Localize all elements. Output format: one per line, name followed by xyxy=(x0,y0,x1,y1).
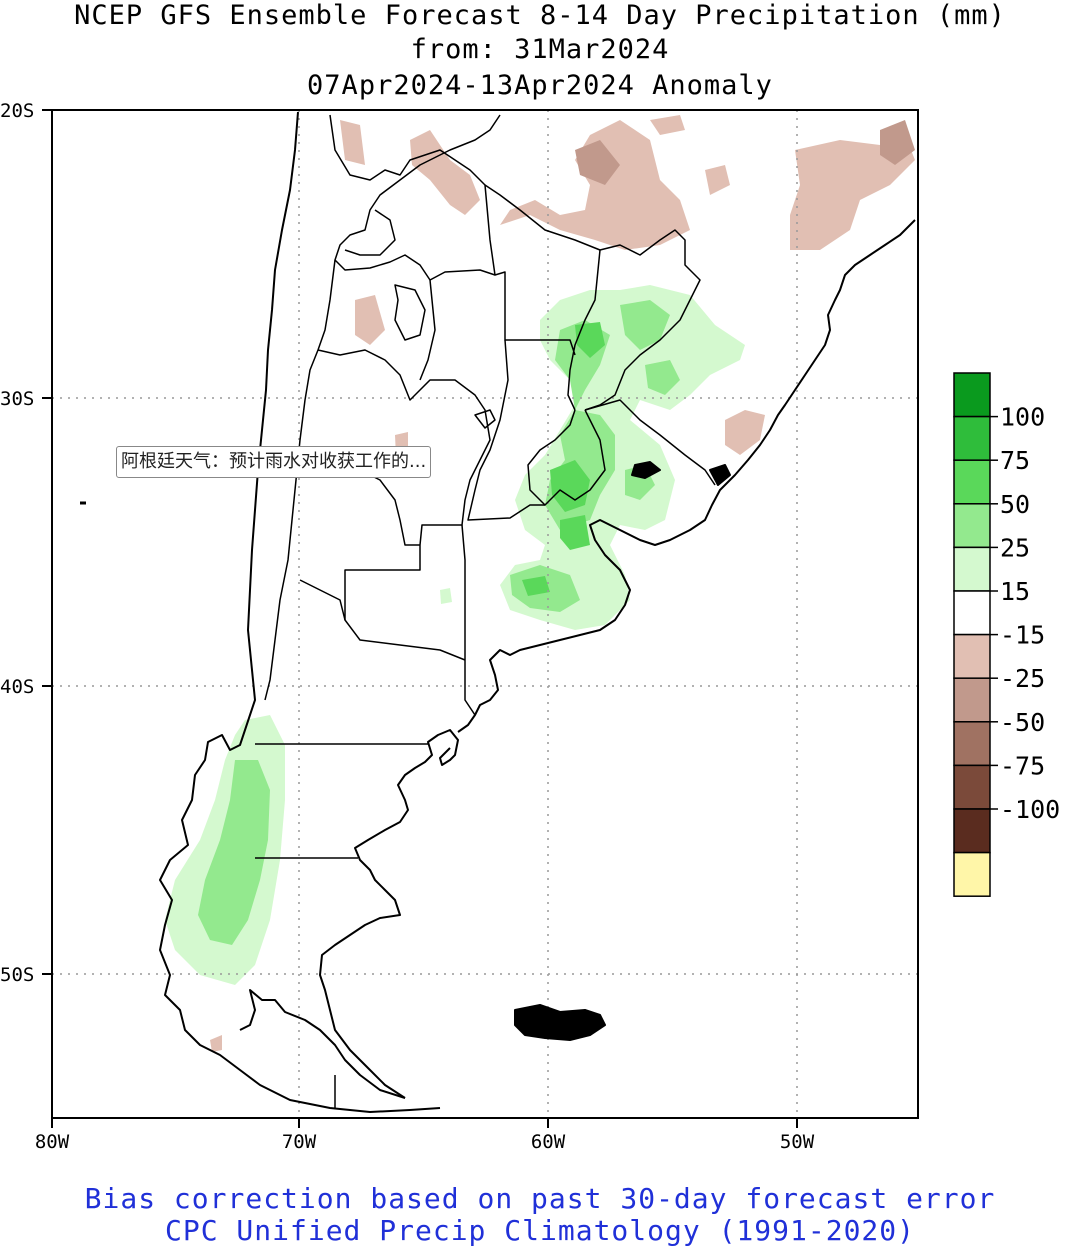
lon-label-60w: 60W xyxy=(531,1131,566,1153)
lon-label-70w: 70W xyxy=(282,1131,317,1153)
legend-label: -75 xyxy=(1000,751,1045,780)
legend-label: 25 xyxy=(1000,533,1030,562)
legend-swatch xyxy=(953,546,991,592)
lat-label-50s: 50S xyxy=(0,964,34,986)
legend-label: 75 xyxy=(1000,446,1030,475)
legend-swatch xyxy=(953,764,991,810)
color-legend: 100 75 50 25 15 -15 -25 -50 -75 -100 xyxy=(953,372,1060,897)
legend-swatch xyxy=(953,415,991,461)
coastlines xyxy=(80,111,916,1113)
map-frame xyxy=(51,109,919,1119)
lat-label-20s: 20S xyxy=(0,100,34,122)
legend-swatch xyxy=(953,503,991,549)
footer-bias-note: Bias correction based on past 30-day for… xyxy=(84,1182,996,1215)
legend-label: 100 xyxy=(1000,403,1045,432)
legend-label: -50 xyxy=(1000,708,1045,737)
legend-label: -15 xyxy=(1000,621,1045,650)
legend-label: 50 xyxy=(1000,490,1030,519)
lon-label-80w: 80W xyxy=(35,1131,70,1153)
legend-swatch xyxy=(953,459,991,505)
map-grid xyxy=(52,110,918,1118)
footer-climatology-note: CPC Unified Precip Climatology (1991-202… xyxy=(164,1214,915,1247)
legend-label: 15 xyxy=(1000,577,1030,606)
legend-swatch xyxy=(953,372,991,418)
legend-swatch xyxy=(953,808,991,854)
legend-swatch xyxy=(953,590,991,636)
article-tooltip[interactable]: 阿根廷天气：预计雨水对收获工作的... xyxy=(116,446,432,478)
legend-swatch xyxy=(953,633,991,679)
legend-swatch xyxy=(953,851,991,897)
legend-label: -25 xyxy=(1000,664,1045,693)
latitude-axis: 20S 30S 40S 50S xyxy=(0,100,52,986)
legend-swatch xyxy=(953,721,991,767)
legend-swatch xyxy=(953,677,991,723)
lat-label-40s: 40S xyxy=(0,676,34,698)
political-borders xyxy=(255,114,716,1108)
chart-title: NCEP GFS Ensemble Forecast 8-14 Day Prec… xyxy=(74,0,1006,31)
lat-label-30s: 30S xyxy=(0,388,34,410)
dry-anomaly-areas xyxy=(210,115,915,1052)
chart-subtitle-period: 07Apr2024-13Apr2024 Anomaly xyxy=(307,70,773,101)
longitude-axis: 80W 70W 60W 50W xyxy=(35,1118,815,1153)
legend-label: -100 xyxy=(1000,795,1060,824)
wet-anomaly-areas xyxy=(165,285,745,985)
lon-label-50w: 50W xyxy=(780,1131,815,1153)
chart-subtitle-from: from: 31Mar2024 xyxy=(410,34,670,65)
